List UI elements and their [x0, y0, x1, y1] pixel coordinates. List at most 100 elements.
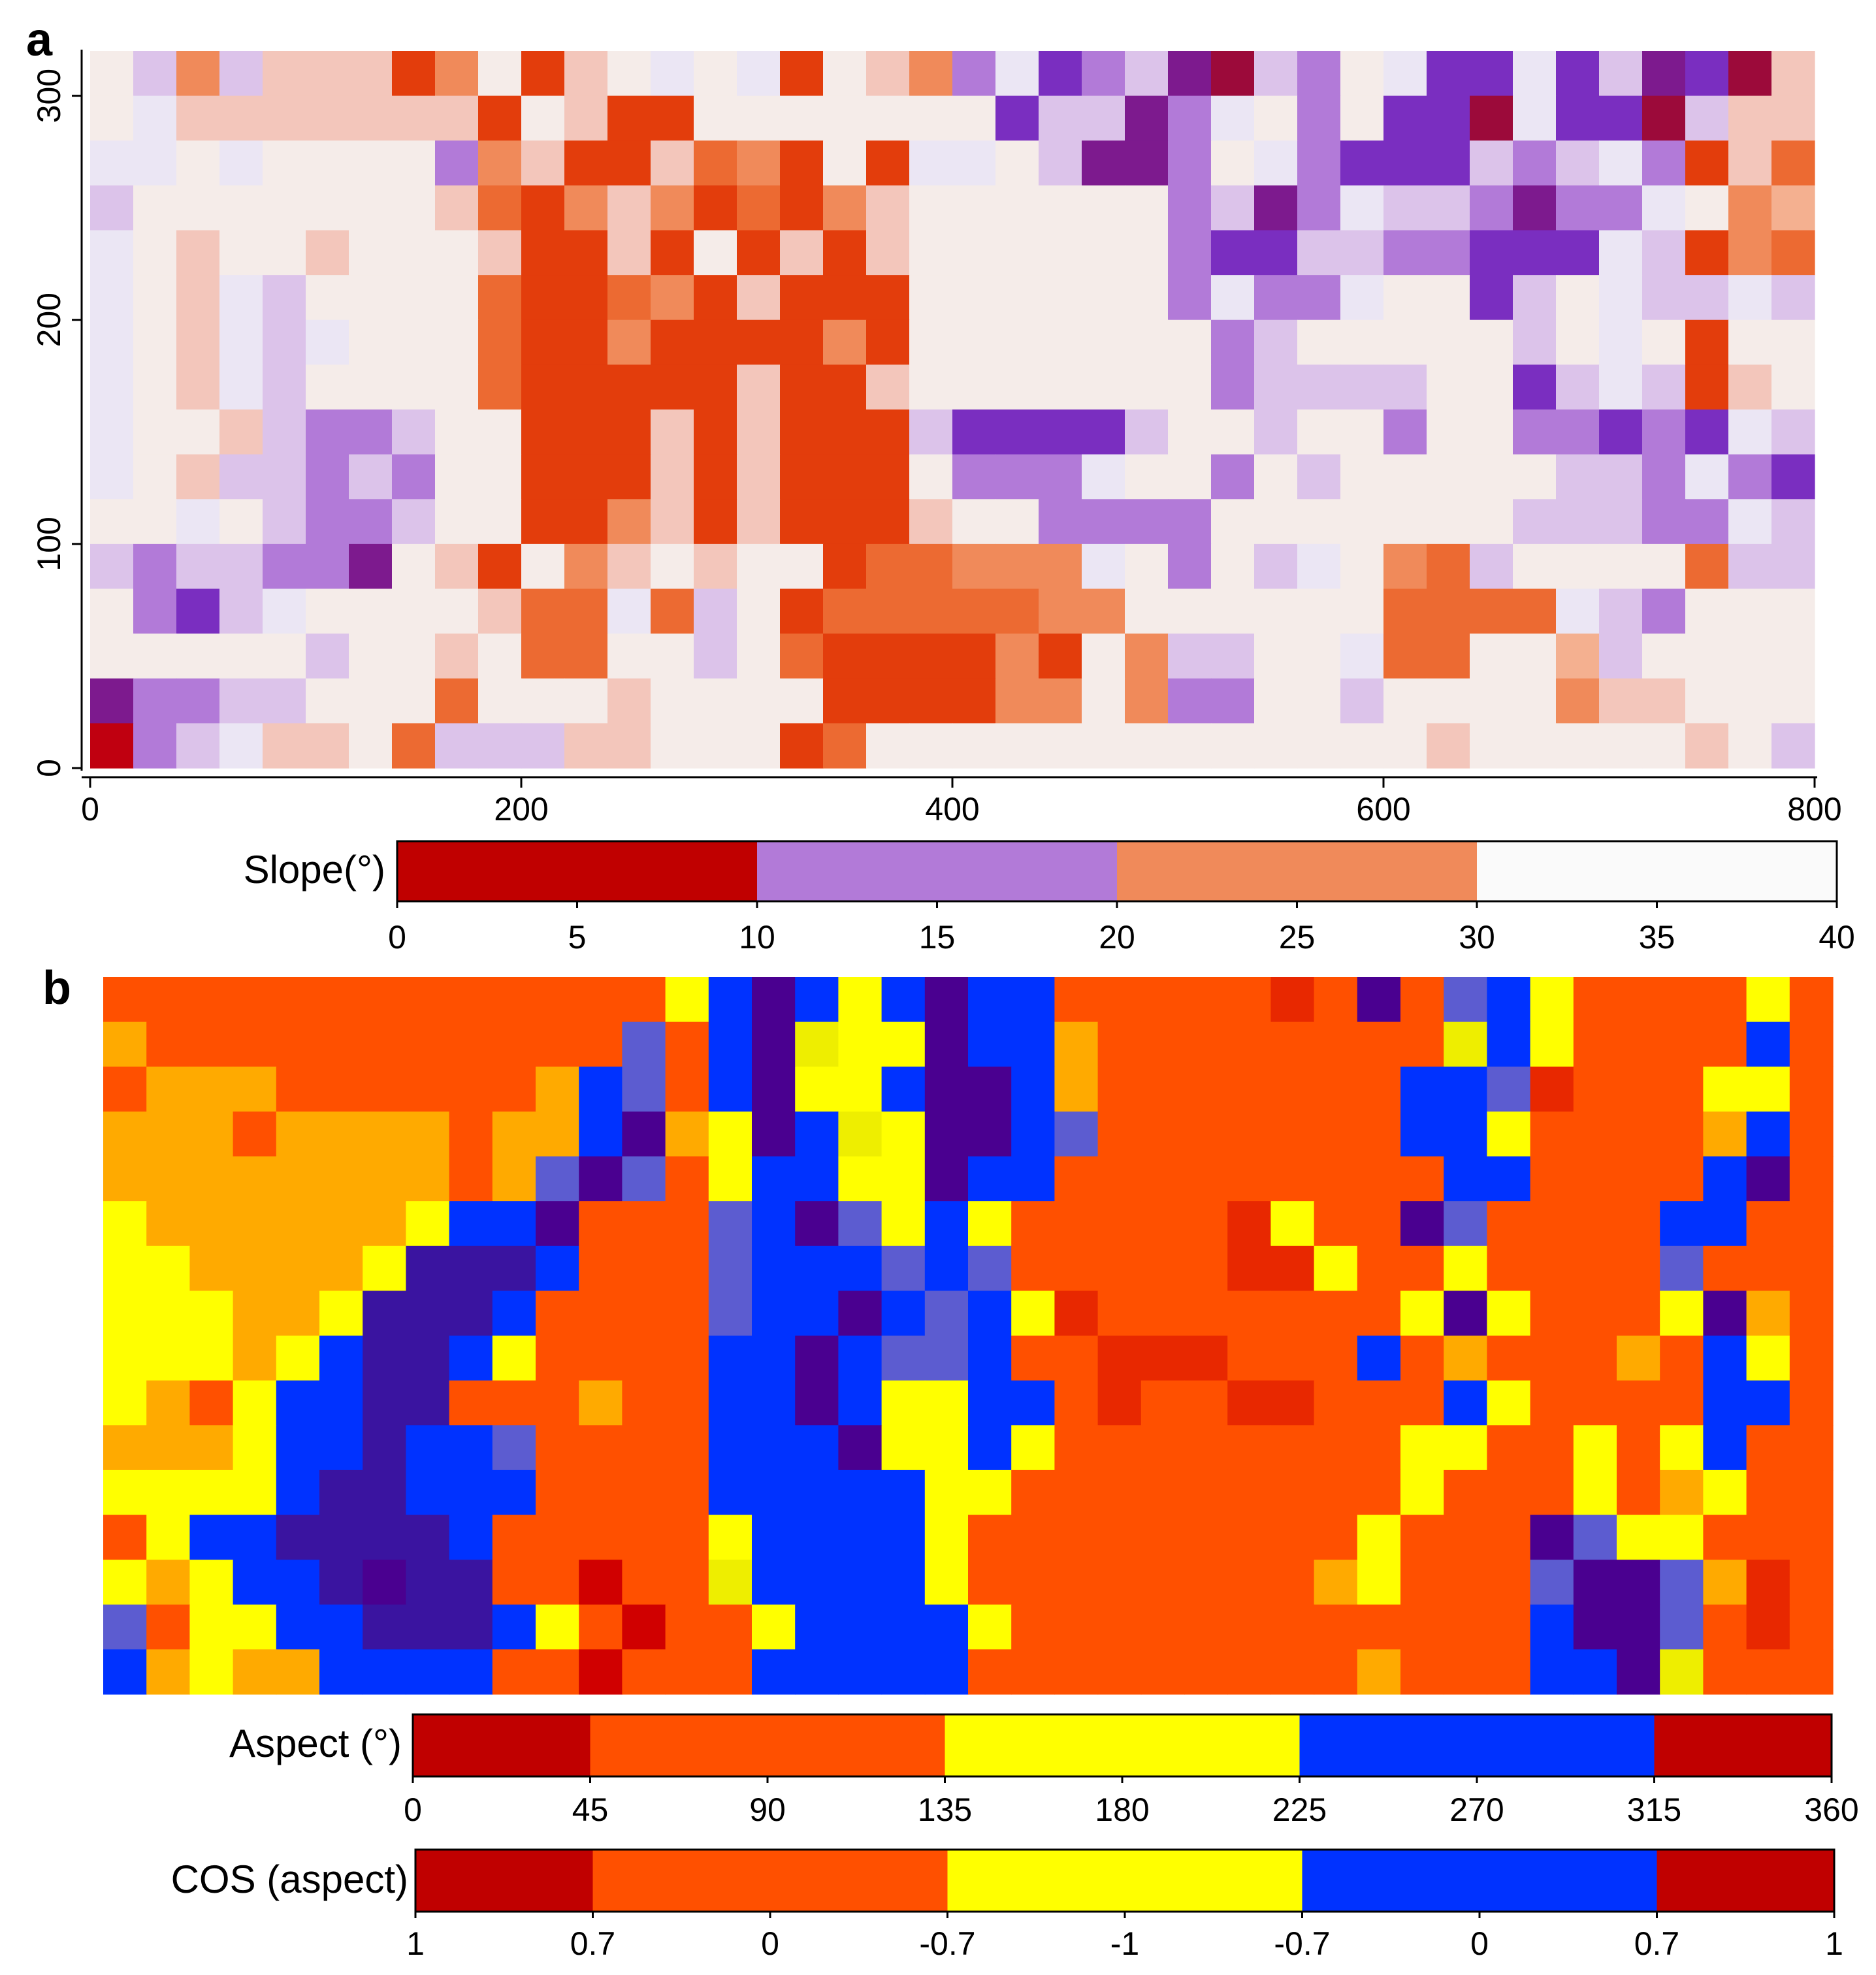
panel-a-cell-r11-c9 — [478, 543, 522, 590]
panel-a-cell-r13-c11 — [564, 634, 608, 679]
panel-a-cell-r9-c3 — [219, 454, 263, 500]
panel-b-cell-r7-c10 — [536, 1291, 579, 1336]
panel-b-cell-r11-c30 — [1400, 1469, 1444, 1516]
panel-a-cell-r9-c9 — [478, 454, 522, 500]
panel-a-cell-r13-c31 — [1427, 634, 1470, 679]
panel-b-cell-r14-c19 — [924, 1604, 969, 1650]
panel-a-cell-r0-c22 — [1039, 51, 1082, 97]
panel-a-cell-r11-c24 — [1125, 543, 1169, 590]
panel-b-cell-r14-c32 — [1487, 1604, 1531, 1650]
panel-a-cell-r1-c25 — [1168, 95, 1212, 141]
cos-aspect-legend-title: COS (aspect) — [171, 1857, 408, 1901]
panel-b-cell-r5-c4 — [276, 1201, 320, 1247]
panel-a-cell-r2-c10 — [521, 140, 565, 186]
panel-a-cell-r15-c36 — [1642, 723, 1686, 769]
panel-b-cell-r14-c10 — [536, 1604, 579, 1650]
panel-b-cell-r15-c38 — [1746, 1649, 1790, 1695]
panel-a-cell-r10-c36 — [1642, 499, 1686, 545]
panel-a-cell-r15-c2 — [176, 723, 220, 769]
panel-b-cell-r4-c1 — [146, 1156, 190, 1202]
panel-a-cell-r7-c10 — [521, 364, 565, 410]
panel-a-cell-r8-c24 — [1125, 409, 1169, 455]
panel-b-cell-r1-c37 — [1703, 1021, 1747, 1067]
panel-a-cell-r12-c0 — [90, 588, 134, 634]
panel-a-cell-r1-c16 — [780, 95, 824, 141]
panel-a-y-tick-label-3: 300 — [31, 69, 67, 123]
panel-b-cell-r0-c19 — [924, 977, 969, 1023]
panel-b-cell-r4-c30 — [1400, 1156, 1444, 1202]
panel-b-cell-r3-c27 — [1270, 1111, 1315, 1157]
panel-a-cell-r10-c7 — [392, 499, 436, 545]
panel-a-cell-r9-c19 — [909, 454, 953, 500]
panel-a-x-tick-label-1: 200 — [494, 791, 548, 827]
panel-b-cell-r3-c20 — [968, 1111, 1012, 1157]
panel-b-cell-r10-c9 — [492, 1425, 536, 1471]
panel-b-cell-r13-c13 — [665, 1560, 709, 1605]
panel-b-cell-r4-c17 — [838, 1156, 882, 1202]
panel-a-cell-r3-c19 — [909, 185, 953, 231]
panel-b-cell-r0-c9 — [492, 977, 536, 1023]
panel-a-cell-r3-c5 — [306, 185, 349, 231]
panel-a-cell-r0-c28 — [1297, 51, 1341, 97]
panel-a-cell-r3-c38 — [1728, 185, 1772, 231]
panel-b-cell-r10-c14 — [708, 1425, 752, 1471]
panel-b-cell-r11-c17 — [838, 1469, 882, 1516]
panel-a-cell-r4-c38 — [1728, 230, 1772, 276]
panel-a-cell-r4-c19 — [909, 230, 953, 276]
panel-a-cell-r15-c19 — [909, 723, 953, 769]
panel-b-cell-r2-c34 — [1573, 1067, 1617, 1112]
panel-b-cell-r0-c8 — [449, 977, 493, 1023]
slope-legend-bin-2 — [1117, 841, 1477, 901]
panel-b-cell-r15-c5 — [319, 1649, 363, 1695]
panel-a-cell-r5-c34 — [1556, 275, 1600, 321]
panel-a-heatmap — [90, 51, 1815, 769]
panel-b-cell-r5-c24 — [1140, 1201, 1185, 1247]
panel-a-cell-r12-c1 — [133, 588, 177, 634]
panel-b-cell-r7-c16 — [795, 1291, 839, 1336]
aspect-legend-tick-label-7: 315 — [1627, 1791, 1681, 1828]
panel-a-cell-r13-c13 — [651, 634, 694, 679]
panel-a-cell-r15-c23 — [1082, 723, 1125, 769]
panel-b-cell-r11-c32 — [1487, 1469, 1531, 1516]
panel-a-cell-r13-c38 — [1728, 634, 1772, 679]
panel-b-cell-r14-c39 — [1789, 1604, 1834, 1650]
panel-a-cell-r2-c30 — [1383, 140, 1427, 186]
panel-a-cell-r5-c25 — [1168, 275, 1212, 321]
panel-a-cell-r0-c29 — [1340, 51, 1384, 97]
panel-b-cell-r13-c29 — [1357, 1560, 1401, 1605]
panel-b-cell-r8-c7 — [406, 1336, 450, 1381]
panel-a-cell-r0-c39 — [1771, 51, 1815, 97]
panel-b-cell-r12-c17 — [838, 1515, 882, 1560]
panel-b-cell-r12-c29 — [1357, 1515, 1401, 1560]
panel-a-cell-r10-c13 — [651, 499, 694, 545]
panel-b-cell-r12-c13 — [665, 1515, 709, 1560]
panel-b-cell-r15-c8 — [449, 1649, 493, 1695]
panel-b-cell-r5-c39 — [1789, 1201, 1834, 1247]
panel-a-cell-r3-c18 — [866, 185, 910, 231]
panel-b-cell-r8-c37 — [1703, 1336, 1747, 1381]
panel-b-cell-r6-c16 — [795, 1245, 839, 1291]
panel-b-cell-r11-c20 — [968, 1469, 1012, 1516]
panel-a-cell-r15-c20 — [952, 723, 996, 769]
panel-b-cell-r1-c27 — [1270, 1021, 1315, 1067]
panel-a-cell-r1-c20 — [952, 95, 996, 141]
panel-b-cell-r12-c5 — [319, 1515, 363, 1560]
panel-b-cell-r0-c5 — [319, 977, 363, 1023]
panel-b-cell-r10-c26 — [1227, 1425, 1271, 1471]
panel-b-cell-r0-c27 — [1270, 977, 1315, 1023]
slope-legend-title: Slope(°) — [244, 848, 385, 891]
panel-b-cell-r8-c20 — [968, 1336, 1012, 1381]
panel-a-cell-r12-c2 — [176, 588, 220, 634]
panel-a-cell-r13-c16 — [780, 634, 824, 679]
panel-b-label: b — [42, 962, 71, 1014]
panel-b-cell-r2-c8 — [449, 1067, 493, 1112]
panel-a-cell-r4-c24 — [1125, 230, 1169, 276]
panel-a-cell-r8-c28 — [1297, 409, 1341, 455]
panel-b-cell-r0-c3 — [233, 977, 277, 1023]
panel-a-cell-r0-c9 — [478, 51, 522, 97]
panel-a-cell-r2-c16 — [780, 140, 824, 186]
panel-b-cell-r2-c9 — [492, 1067, 536, 1112]
panel-a-cell-r12-c35 — [1599, 588, 1643, 634]
panel-a-cell-r9-c0 — [90, 454, 134, 500]
panel-a-cell-r6-c23 — [1082, 319, 1125, 365]
